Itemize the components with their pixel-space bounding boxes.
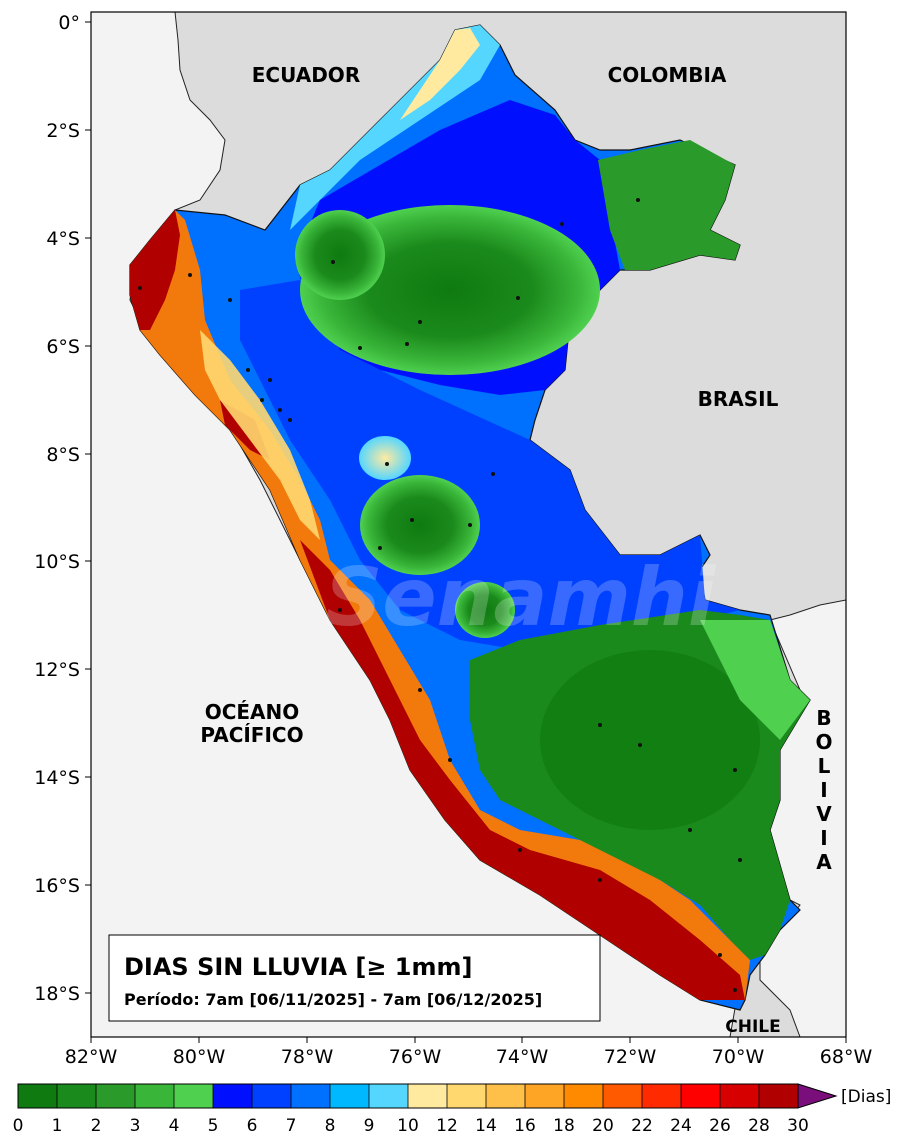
lon-tick: 72°W (604, 1046, 657, 1068)
label-colombia: COLOMBIA (608, 63, 727, 87)
lat-tick: 12°S (34, 659, 80, 681)
colorbar-tick-label: 20 (592, 1116, 614, 1136)
map-frame (90, 11, 847, 1038)
north-yellow-strip (400, 28, 480, 120)
colorbar-tick-label: 18 (553, 1116, 575, 1136)
weather-stations (138, 198, 742, 992)
colorbar-swatch (642, 1084, 682, 1108)
colorbar-tick-label: 12 (436, 1116, 458, 1136)
colorbar-swatch (759, 1084, 799, 1108)
coastal-yellow-zone (200, 330, 320, 540)
lon-tick: 74°W (496, 1046, 549, 1068)
colorbar-tick-label: 7 (286, 1116, 297, 1136)
colorbar-swatch (408, 1084, 448, 1108)
lat-tick: 14°S (34, 767, 80, 789)
lon-tick: 80°W (173, 1046, 226, 1068)
colorbar-swatch (135, 1084, 175, 1108)
longitude-axis: 82°W 80°W 78°W 76°W 74°W 72°W 70°W 68°W (65, 1037, 873, 1068)
label-bolivia-letter: I (820, 778, 827, 802)
lat-tick: 8°S (46, 444, 80, 466)
colorbar-tick-label: 8 (325, 1116, 336, 1136)
colorbar-swatch (252, 1084, 292, 1108)
colorbar-swatch (213, 1084, 253, 1108)
lon-tick: 68°W (820, 1046, 873, 1068)
colorbar: 0 1 2 3 4 5 6 7 8 9 10 12 14 16 18 20 22 24 26 28 30 (13, 1083, 838, 1136)
colorbar-swatch (486, 1084, 526, 1108)
green-zone-southeast-edge (700, 620, 810, 740)
colorbar-swatch (720, 1084, 760, 1108)
yellow-patch (359, 436, 411, 480)
lat-tick: 0° (58, 12, 80, 34)
colorbar-swatch (18, 1084, 58, 1108)
colorbar-tick-label: 1 (52, 1116, 63, 1136)
label-bolivia-letter: A (816, 850, 832, 874)
colorbar-tick-label: 26 (709, 1116, 731, 1136)
label-bolivia-letter: I (820, 826, 827, 850)
lon-tick: 76°W (389, 1046, 442, 1068)
map-title: DIAS SIN LLUVIA [≥ 1mm] (124, 953, 473, 981)
colorbar-swatch (525, 1084, 565, 1108)
colorbar-swatch (96, 1084, 136, 1108)
lat-tick: 4°S (46, 228, 80, 250)
colorbar-swatch (291, 1084, 331, 1108)
colorbar-swatch (174, 1084, 214, 1108)
green-zone-central (360, 475, 480, 575)
colorbar-swatch (369, 1084, 409, 1108)
colorbar-swatch (681, 1084, 721, 1108)
label-bolivia-letter: B (816, 706, 831, 730)
coastal-dry-zone (130, 210, 750, 1000)
colorbar-tick-label: 10 (397, 1116, 419, 1136)
colorbar-tick-label: 6 (247, 1116, 258, 1136)
green-zone-north-west (295, 210, 385, 300)
lon-tick: 78°W (281, 1046, 334, 1068)
lat-tick: 18°S (34, 983, 80, 1005)
latitude-axis: 0° 2°S 4°S 6°S 8°S 10°S 12°S 14°S 16°S 1… (34, 12, 91, 1005)
colorbar-unit: [Dias] (841, 1087, 891, 1107)
colorbar-swatch (57, 1084, 97, 1108)
colorbar-swatch (564, 1084, 604, 1108)
lat-tick: 16°S (34, 875, 80, 897)
colorbar-extend-arrow (797, 1083, 838, 1109)
lat-tick: 2°S (46, 120, 80, 142)
colorbar-tick-label: 2 (91, 1116, 102, 1136)
colorbar-swatch (447, 1084, 487, 1108)
lon-tick: 82°W (65, 1046, 118, 1068)
colorbar-tick-label: 14 (475, 1116, 497, 1136)
label-oceano: OCÉANO (205, 700, 300, 724)
colorbar-swatch (603, 1084, 643, 1108)
label-ecuador: ECUADOR (252, 63, 360, 87)
green-zone-northeast (598, 140, 740, 270)
lat-tick: 6°S (46, 336, 80, 358)
green-zone-south-core (540, 650, 760, 830)
colorbar-tick-label: 28 (748, 1116, 770, 1136)
colorbar-swatch (330, 1084, 370, 1108)
label-bolivia-letter: L (818, 754, 831, 778)
label-chile: CHILE (725, 1017, 780, 1037)
colorbar-tick-label: 4 (169, 1116, 180, 1136)
colorbar-tick-label: 16 (514, 1116, 536, 1136)
map-period: Período: 7am [06/11/2025] - 7am [06/12/2… (124, 990, 542, 1009)
colorbar-tick-label: 30 (787, 1116, 809, 1136)
green-zone-small (455, 582, 515, 638)
lon-tick: 70°W (712, 1046, 765, 1068)
colorbar-tick-label: 0 (13, 1116, 24, 1136)
colorbar-tick-label: 24 (670, 1116, 692, 1136)
label-bolivia-letter: V (816, 802, 832, 826)
label-pacifico: PACÍFICO (200, 723, 303, 747)
label-bolivia-letter: O (815, 730, 832, 754)
central-blue-zone (240, 280, 740, 650)
watermark: Senamhi (325, 551, 717, 644)
colorbar-tick-label: 9 (364, 1116, 375, 1136)
colorbar-tick-label: 3 (130, 1116, 141, 1136)
label-bolivia: B O L I V I A (815, 706, 832, 874)
colorbar-tick-label: 5 (208, 1116, 219, 1136)
lat-tick: 10°S (34, 551, 80, 573)
label-brasil: BRASIL (698, 387, 779, 411)
colorbar-tick-label: 22 (631, 1116, 653, 1136)
title-box: DIAS SIN LLUVIA [≥ 1mm] Período: 7am [06… (108, 934, 601, 1022)
